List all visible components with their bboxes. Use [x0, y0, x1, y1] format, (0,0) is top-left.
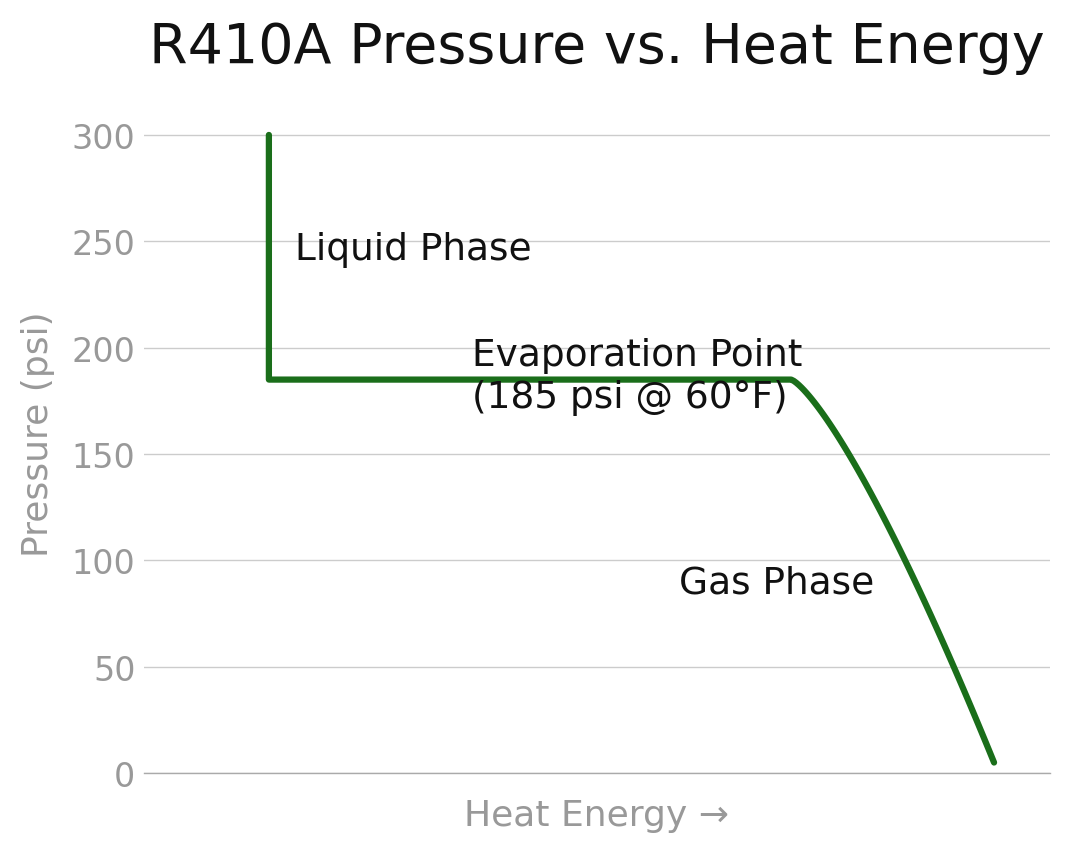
- Text: Gas Phase: Gas Phase: [679, 565, 874, 601]
- Text: Evaporation Point
(185 psi @ 60°F): Evaporation Point (185 psi @ 60°F): [471, 338, 802, 415]
- Title: R410A Pressure vs. Heat Energy: R410A Pressure vs. Heat Energy: [149, 20, 1045, 75]
- Text: Liquid Phase: Liquid Phase: [295, 231, 531, 267]
- Y-axis label: Pressure (psi): Pressure (psi): [20, 310, 55, 556]
- X-axis label: Heat Energy →: Heat Energy →: [465, 798, 729, 833]
